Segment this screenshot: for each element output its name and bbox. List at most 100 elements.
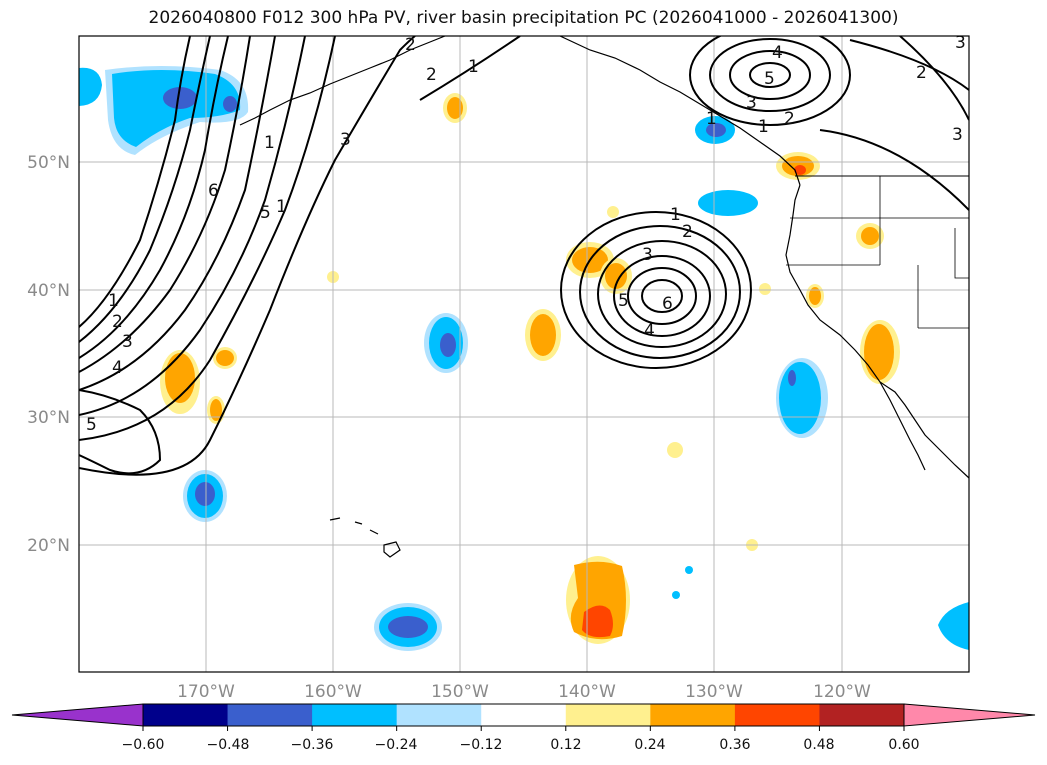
pos-anomaly-south-core — [582, 605, 613, 638]
colorbar-segment — [734, 704, 820, 726]
pv-contour-6-west — [79, 36, 306, 416]
lon-tick-label: 130°W — [685, 682, 743, 702]
neg-anomaly-central-core — [440, 333, 456, 357]
contour-label: 2 — [682, 222, 693, 242]
contour-label: 1 — [264, 133, 275, 153]
coastlines — [239, 36, 969, 558]
contour-label: 1 — [758, 117, 769, 137]
contour-labels: 1 2 3 4 5 1 2 3 6 5 1 2 1 1 2 3 5 6 4 4 … — [86, 33, 966, 435]
colorbar-segment — [396, 704, 482, 726]
contour-label: 1 — [468, 57, 479, 77]
colorbar-tick-label: −0.24 — [375, 737, 418, 753]
pv-contours — [79, 36, 969, 476]
neg-anomaly-oregon-offshore — [698, 190, 758, 216]
neg-anomaly-pnw-core — [706, 123, 726, 137]
pv-contour-low-3 — [597, 240, 727, 348]
neg-anomaly-nw-core2 — [223, 96, 237, 112]
contour-label: 6 — [662, 294, 673, 314]
pv-contour-5-west — [79, 36, 276, 391]
baja-peninsula — [879, 381, 926, 471]
colorbar — [11, 703, 1036, 731]
contour-label: 4 — [772, 43, 783, 63]
map-frame — [78, 35, 970, 673]
lat-tick-label: 50°N — [27, 153, 70, 173]
colorbar-tick-label: 0.48 — [803, 737, 834, 753]
colorbar-segment — [143, 704, 229, 726]
lat-tick-label: 20°N — [27, 536, 70, 556]
aleutian-chain — [239, 36, 446, 126]
contour-label: 3 — [122, 332, 133, 352]
lon-tick-label: 140°W — [558, 682, 616, 702]
contour-label: 5 — [260, 203, 271, 223]
neg-anomaly-hawaii-south-core — [388, 616, 428, 638]
lon-tick-label: 150°W — [431, 682, 489, 702]
contour-label: 6 — [208, 181, 219, 201]
contour-label: 2 — [112, 312, 123, 332]
contour-label: 1 — [670, 205, 681, 225]
pos-anomaly-california-mid — [864, 324, 894, 380]
pos-anomaly-tiny3 — [667, 442, 683, 458]
neg-anomaly-small2 — [672, 591, 680, 599]
pv-contour-low-6 — [641, 279, 683, 313]
colorbar-frame — [142, 703, 905, 727]
contour-label: 4 — [644, 321, 655, 341]
pv-contour-9-west — [79, 389, 162, 475]
precip-anomalies — [79, 66, 969, 651]
pv-contour-ne-2 — [709, 38, 831, 112]
contour-label: 3 — [642, 245, 653, 265]
lon-tick-label: 120°W — [813, 682, 871, 702]
colorbar-segment — [819, 704, 905, 726]
pv-contour-8-west — [79, 36, 416, 476]
pv-contour-7-west — [79, 36, 336, 441]
pos-anomaly-tiny5 — [759, 283, 771, 295]
colorbar-tick-label: −0.48 — [207, 737, 250, 753]
alaska-coast — [559, 36, 801, 186]
contour-label: 2 — [405, 35, 416, 55]
pv-contour-low-2 — [579, 225, 741, 359]
hawaii-islands — [329, 517, 401, 558]
contour-label: 5 — [86, 415, 97, 435]
neg-anomaly-small1 — [685, 566, 693, 574]
pos-anomaly-nv-mid — [809, 287, 821, 305]
pv-contour-low-1 — [560, 211, 752, 369]
pos-anomaly-n-mid — [447, 97, 463, 119]
colorbar-extend-low — [11, 703, 144, 727]
colorbar-segment — [481, 704, 567, 726]
colorbar-tick-label: 0.36 — [719, 737, 750, 753]
contour-label: 3 — [952, 125, 963, 145]
pos-anomaly-west1-mid — [165, 353, 195, 403]
pv-contour-ne-arc — [819, 129, 969, 211]
neg-anomaly-edge — [79, 67, 102, 106]
colorbar-tick-label: 0.12 — [550, 737, 581, 753]
contour-label: 2 — [916, 63, 927, 83]
colorbar-extend-high — [903, 703, 1036, 727]
lon-tick-label: 160°W — [304, 682, 362, 702]
state-boundaries — [786, 176, 969, 329]
pv-contour-ne-3 — [729, 50, 811, 100]
lon-axis: 170°W 160°W 150°W 140°W 130°W 120°W — [177, 682, 871, 702]
pos-anomaly-idaho-mid — [861, 227, 879, 245]
pv-contour-ne-east — [849, 39, 969, 91]
neg-anomaly-baja-offshore-mid — [779, 362, 821, 434]
pos-anomaly-wa-core — [794, 165, 806, 175]
pv-contour-3-west — [79, 36, 229, 359]
pv-contour-ne-4 — [749, 62, 791, 88]
pos-anomaly-west2-mid — [216, 350, 234, 366]
lat-tick-label: 30°N — [27, 408, 70, 428]
contour-label: 3 — [746, 93, 757, 113]
pos-anomaly-west3-mid — [210, 399, 222, 421]
pv-contour-4-west — [79, 36, 251, 373]
contour-label: 5 — [764, 69, 775, 89]
contour-label: 5 — [618, 291, 629, 311]
pos-anomaly-offshore2-mid — [605, 263, 627, 289]
colorbar-segment — [650, 704, 736, 726]
contour-label: 4 — [112, 358, 123, 378]
contour-label: 2 — [426, 65, 437, 85]
colorbar-tick-label: 0.24 — [634, 737, 665, 753]
neg-anomaly-baja-core — [788, 370, 796, 386]
colorbar-segment — [312, 704, 398, 726]
colorbar-tick-label: −0.60 — [122, 737, 165, 753]
pv-contour-low-5 — [627, 267, 697, 325]
lat-axis: 20°N 30°N 40°N 50°N — [27, 153, 70, 556]
colorbar-labels: −0.60 −0.48 −0.36 −0.24 −0.12 0.12 0.24 … — [122, 737, 920, 753]
